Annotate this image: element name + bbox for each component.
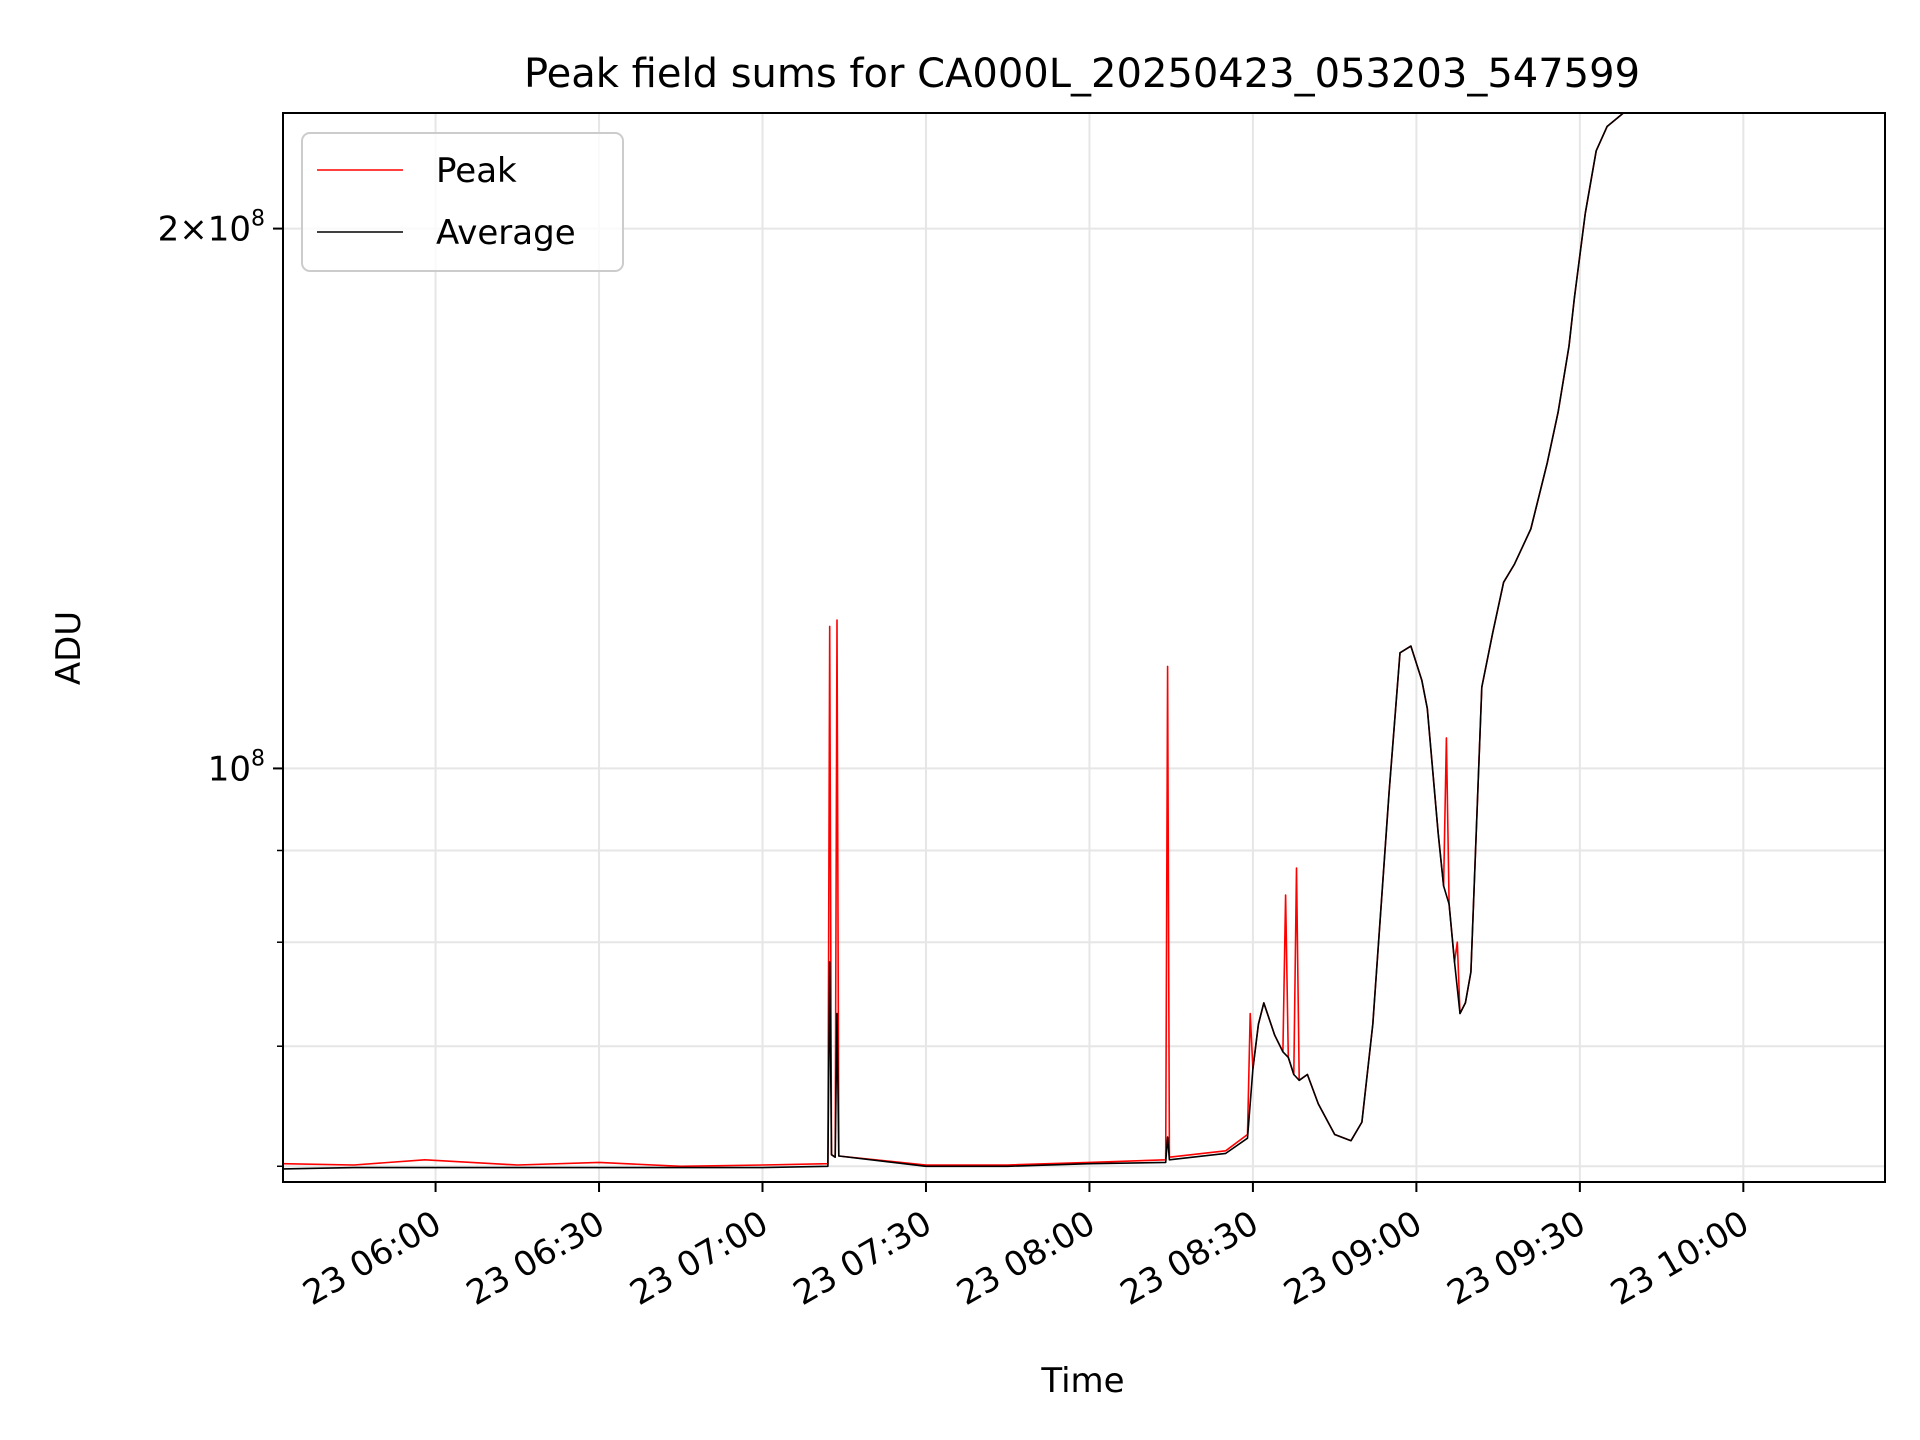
x-axis-label: Time [1040, 1361, 1124, 1401]
legend-label-average: Average [436, 213, 576, 253]
legend-label-peak: Peak [436, 151, 517, 191]
legend: Peak Average [301, 132, 624, 272]
y-tick-label-exponent: 8 [251, 746, 265, 771]
y-tick-label-base: 10 [208, 749, 251, 789]
y-tick-label: 108 [208, 746, 265, 789]
y-tick-label-exponent: 8 [251, 207, 265, 232]
series-line-average [283, 113, 1624, 1170]
plot-frame [282, 112, 1886, 1183]
plot-layer [283, 113, 1624, 1170]
y-axis-label: ADU [49, 611, 89, 685]
y-tick-label-base: 2×10 [158, 210, 251, 250]
grid-layer [283, 113, 1885, 1182]
legend-box [301, 132, 624, 272]
y-tick-label: 2×108 [158, 207, 265, 250]
chart-title: Peak field sums for CA000L_20250423_0532… [524, 51, 1640, 97]
